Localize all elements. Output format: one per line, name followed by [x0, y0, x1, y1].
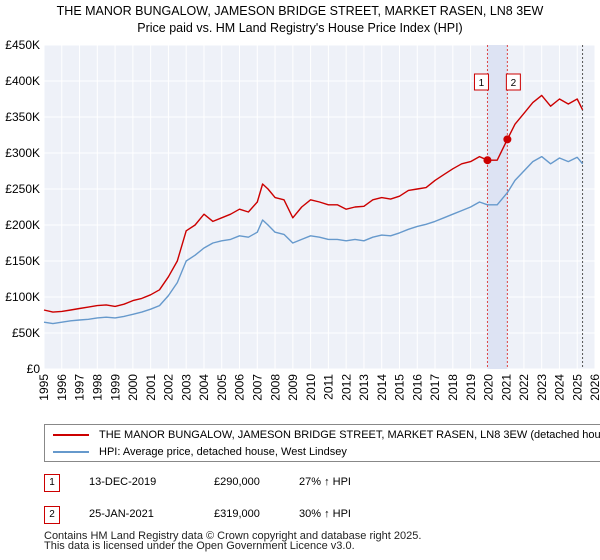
sale-row: 2 25-JAN-2021 £319,000 30% ↑ HPI [44, 506, 444, 528]
x-tick-label: 2021 [499, 374, 513, 401]
x-tick-label: 2000 [126, 374, 140, 401]
x-tick-label: 2024 [553, 374, 567, 401]
sale-point [483, 156, 492, 165]
sale-date: 25-JAN-2021 [89, 508, 154, 520]
x-tick-label: 2011 [322, 374, 336, 400]
x-tick-label: 2002 [162, 374, 176, 401]
x-tick-label: 2001 [144, 374, 158, 401]
sale-marker-badge: 1 [44, 474, 60, 492]
x-tick-label: 2018 [446, 374, 460, 401]
sale-marker-badge: 2 [44, 506, 60, 524]
series-line-property [43, 94, 584, 313]
x-tick-label: 2019 [464, 374, 478, 401]
x-tick-label: 2022 [517, 374, 531, 401]
y-tick-label: £0 [27, 362, 41, 376]
x-tick-label: 2026 [588, 374, 600, 401]
chart-title-line2: Price paid vs. HM Land Registry's House … [137, 21, 463, 35]
x-tick-label: 2003 [179, 374, 193, 401]
y-tick-label: £100K [5, 290, 40, 304]
sale-marker-label: 2 [511, 78, 517, 89]
sale-date: 13-DEC-2019 [89, 476, 157, 488]
sale-price: £319,000 [214, 508, 260, 520]
sale-marker-box [473, 73, 489, 91]
legend-swatch-property [53, 434, 89, 436]
series-line-hpi [43, 155, 584, 325]
legend-label-hpi: HPI: Average price, detached house, West… [99, 446, 347, 458]
x-tick-label: 2017 [428, 374, 442, 401]
x-tick-label: 2025 [570, 374, 584, 401]
sale-vertical-lines [486, 45, 584, 369]
y-axis-ticks: £0 £50K £100K £150K £200K £250K £300K £350K £400… [5, 38, 40, 376]
legend-label-property: THE MANOR BUNGALOW, JAMESON BRIDGE STREE… [99, 429, 600, 441]
y-tick-label: £400K [5, 74, 40, 88]
sale-marker-box [505, 73, 521, 91]
x-tick-label: 2010 [304, 374, 318, 401]
series-lines [43, 94, 584, 325]
chart-title-line1: THE MANOR BUNGALOW, JAMESON BRIDGE STREE… [56, 4, 544, 18]
sale-period-shade [487, 45, 508, 369]
x-tick-label: 2007 [250, 374, 264, 401]
x-tick-label: 2006 [233, 374, 247, 401]
footer-licence: This data is licensed under the Open Gov… [44, 540, 355, 552]
x-tick-label: 2013 [357, 374, 371, 401]
x-tick-label: 2009 [286, 374, 300, 401]
y-tick-label: £50K [12, 326, 40, 340]
x-tick-label: 1997 [73, 374, 87, 401]
sale-period-band [487, 45, 508, 369]
x-tick-label: 1996 [55, 374, 69, 401]
plot-background [44, 45, 595, 369]
y-tick-label: £200K [5, 218, 40, 232]
sale-hpi-change: 30% ↑ HPI [299, 508, 351, 520]
footer-copyright: Contains HM Land Registry data © Crown c… [44, 530, 422, 542]
x-tick-label: 1995 [37, 374, 51, 401]
sale-point [503, 135, 512, 144]
sale-price: £290,000 [214, 476, 260, 488]
chart-title: THE MANOR BUNGALOW, JAMESON BRIDGE STREE… [0, 3, 600, 37]
sale-hpi-change: 27% ↑ HPI [299, 476, 351, 488]
sale-row: 1 13-DEC-2019 £290,000 27% ↑ HPI [44, 474, 444, 496]
y-tick-label: £150K [5, 254, 40, 268]
x-tick-label: 2020 [482, 374, 496, 401]
x-axis-ticks: 1995 1996 1997 1998 1999 2000 2001 2002 2003 2004… [37, 374, 600, 401]
y-tick-label: £450K [5, 38, 40, 52]
x-tick-label: 2015 [393, 374, 407, 401]
sale-marker-label: 1 [479, 78, 485, 89]
x-tick-label: 2016 [410, 374, 424, 401]
x-tick-label: 2004 [197, 374, 211, 401]
x-tick-label: 2012 [339, 374, 353, 401]
x-tick-label: 2005 [215, 374, 229, 401]
x-tick-label: 2008 [268, 374, 282, 401]
x-tick-label: 2023 [535, 374, 549, 401]
y-tick-label: £250K [5, 182, 40, 196]
legend-item-hpi: HPI: Average price, detached house, West… [45, 443, 347, 461]
footer: Contains HM Land Registry data © Crown c… [44, 530, 422, 552]
legend-item-property: THE MANOR BUNGALOW, JAMESON BRIDGE STREE… [45, 426, 600, 444]
x-tick-label: 1999 [108, 374, 122, 401]
sale-points [483, 135, 512, 165]
x-tick-label: 1998 [91, 374, 105, 401]
legend: THE MANOR BUNGALOW, JAMESON BRIDGE STREE… [44, 424, 600, 462]
y-tick-label: £300K [5, 146, 40, 160]
legend-swatch-hpi [53, 451, 89, 453]
x-tick-label: 2014 [375, 374, 389, 401]
y-tick-label: £350K [5, 110, 40, 124]
